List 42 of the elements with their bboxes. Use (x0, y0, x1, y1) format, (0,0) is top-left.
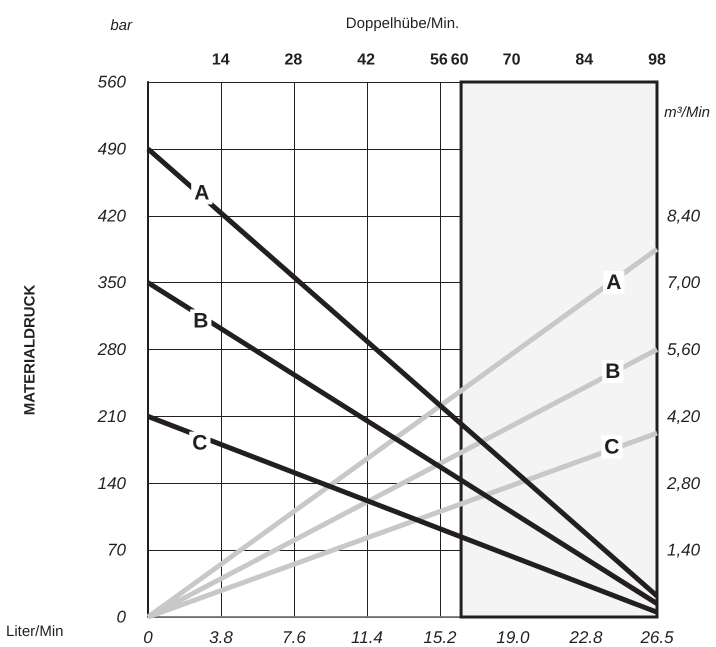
text: bar (110, 17, 133, 34)
annotation: C (192, 432, 208, 455)
x-tick-label: 0 (143, 628, 154, 647)
y2-tick-label: 1,40 (667, 540, 701, 560)
x-tick-label: 11.4 (351, 628, 383, 647)
y-tick-label: 420 (98, 206, 127, 226)
y-axis-title: MATERIALDRUCK (22, 284, 38, 416)
x2-tick-label: 28 (284, 52, 302, 68)
y-tick-label: 210 (96, 406, 127, 426)
x-tick-label: 3.8 (209, 628, 234, 647)
y2-tick-label: 4,20 (667, 406, 701, 426)
annotation: A (606, 271, 622, 294)
x-tick-label: 22.8 (568, 628, 604, 647)
y-tick-label: 140 (98, 474, 127, 493)
y-tick-label: 0 (116, 608, 127, 626)
annotation: B (193, 309, 208, 332)
x2-tick-label: 98 (648, 52, 666, 68)
x-axis-title: Liter/Min (6, 623, 64, 640)
annotation: C (604, 435, 620, 458)
x2-tick-label: 60 (450, 52, 469, 68)
x-tick-label: 19.0 (496, 628, 530, 647)
y-tick-label: 490 (98, 139, 127, 158)
y-tick-label: 350 (98, 273, 127, 292)
x2-tick-label: 84 (575, 52, 594, 68)
y2-axis-title: m³/Min (664, 104, 710, 121)
x2-tick-label: 56 (430, 52, 448, 68)
x2-tick-label: 42 (357, 52, 376, 68)
y-tick-label: 70 (107, 540, 127, 560)
y2-tick-label: 7,00 (667, 273, 701, 292)
x-tick-label: 7.6 (282, 628, 306, 647)
x2-axis-title: Doppelhübe/Min. (346, 15, 460, 32)
y2-tick-label: 8,40 (667, 206, 701, 226)
y2-tick-label: 2,80 (666, 474, 701, 493)
y2-tick-label: 5,60 (667, 340, 701, 359)
y-tick-label: 560 (98, 72, 127, 92)
annotation: A (194, 181, 210, 204)
x2-tick-label: 14 (212, 52, 230, 68)
y-tick-label: 280 (96, 340, 127, 359)
x-tick-label: 15.2 (423, 628, 458, 647)
x2-tick-label: 70 (502, 52, 521, 68)
annotation: B (605, 360, 620, 383)
x-tick-label: 26.5 (639, 628, 674, 647)
